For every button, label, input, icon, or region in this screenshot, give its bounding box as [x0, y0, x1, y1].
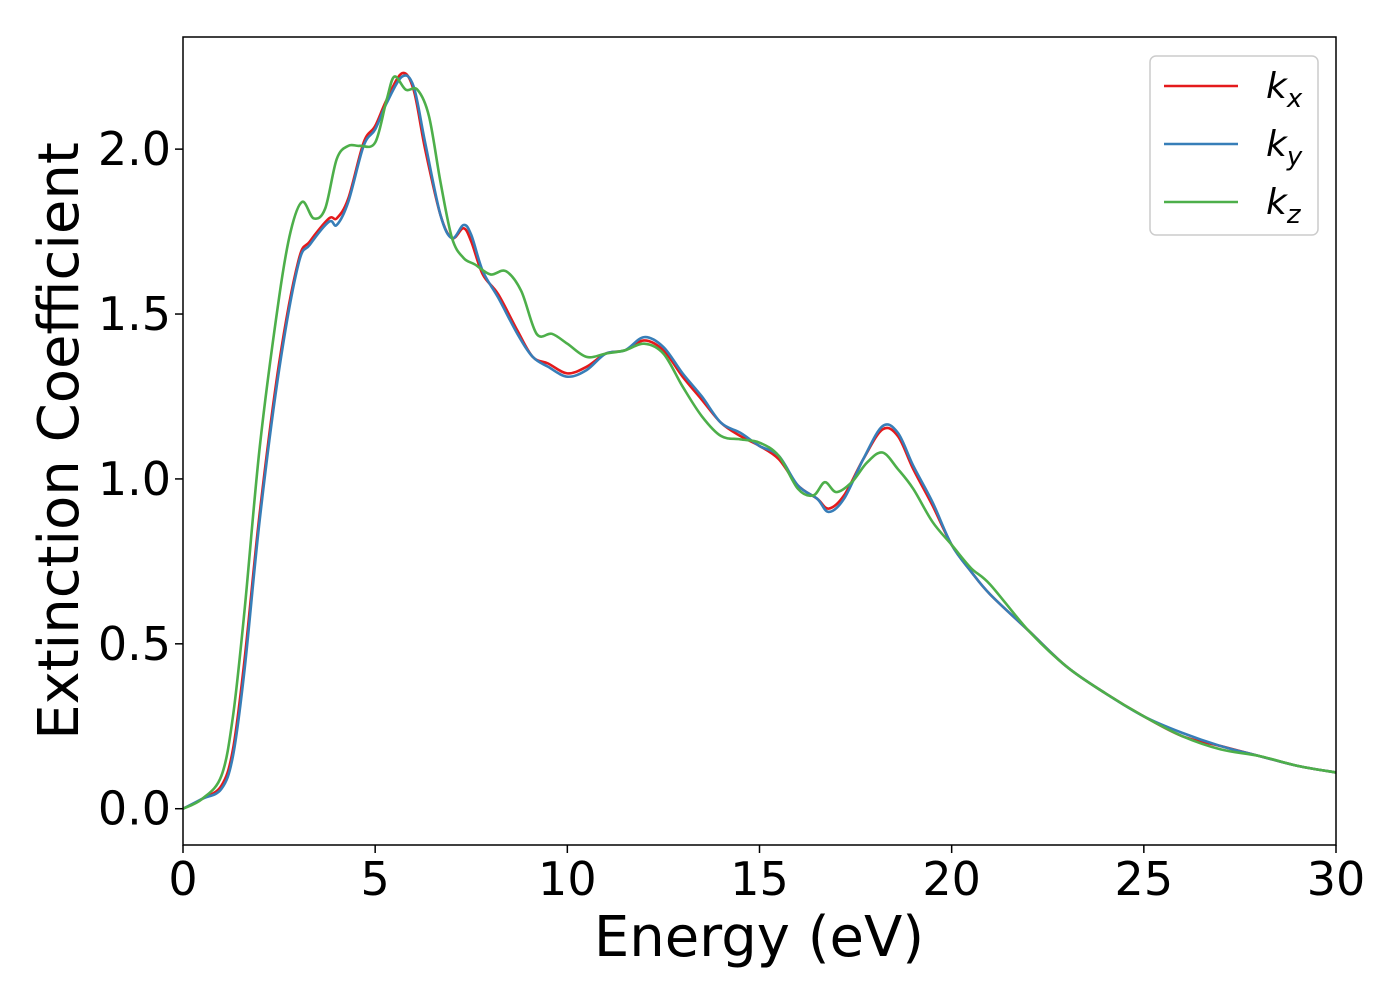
y-axis-title: Extinction Coefficient — [27, 142, 92, 740]
x-tick-label: 15 — [730, 852, 789, 906]
x-tick-label: 5 — [361, 852, 390, 906]
series-line-z — [182, 75, 1337, 810]
y-tick-label: 1.5 — [98, 287, 171, 341]
x-tick-label: 10 — [538, 852, 597, 906]
y-tick-label: 2.0 — [98, 122, 171, 176]
series-line-y — [182, 74, 1337, 810]
x-tick-label: 0 — [168, 852, 197, 906]
y-tick-label: 0.0 — [98, 782, 171, 836]
x-tick-label: 30 — [1307, 852, 1366, 906]
axis-ticks: 0 5 10 15 20 25 30 0.0 0.5 1.0 1.5 2.0 — [98, 122, 1365, 906]
legend-box — [1149, 55, 1319, 236]
legend-label-z: kz — [1266, 182, 1302, 230]
y-tick-label: 1.0 — [98, 452, 171, 506]
legend: kx ky kz — [1149, 55, 1319, 236]
legend-label-y: ky — [1266, 124, 1303, 172]
series-lines — [182, 71, 1337, 810]
y-tick-label: 0.5 — [98, 617, 171, 671]
x-tick-label: 25 — [1115, 852, 1174, 906]
x-axis-title: Energy (eV) — [594, 905, 924, 970]
x-tick-label: 20 — [922, 852, 981, 906]
legend-label-x: kx — [1266, 66, 1303, 114]
